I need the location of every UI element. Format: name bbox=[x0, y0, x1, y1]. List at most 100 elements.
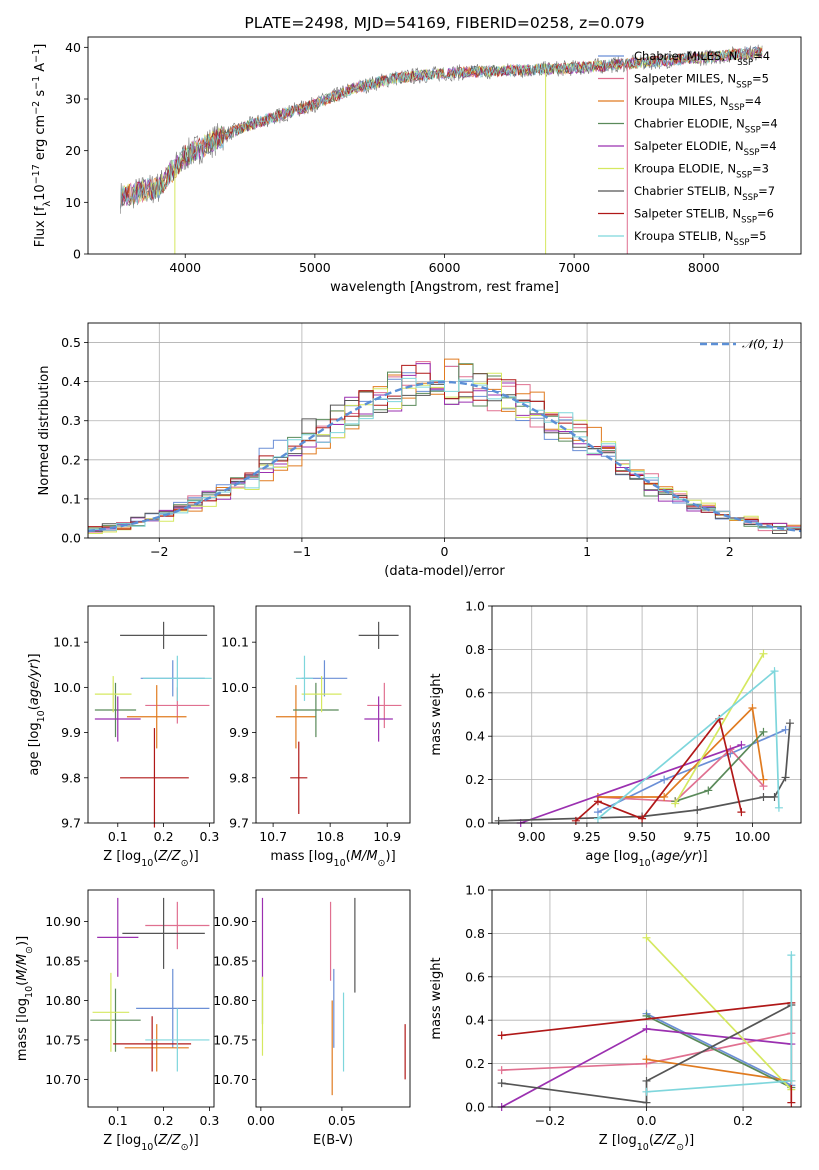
y-tick-label: 20 bbox=[65, 143, 81, 158]
x-tick-label: 0.05 bbox=[328, 1113, 356, 1128]
weight-marker bbox=[494, 816, 503, 825]
residuals-x-axis-label: (data-model)/error bbox=[384, 564, 505, 579]
spectrum-y-axis-label: Flux [fλ10−17 erg cm−2 s−1 A−1] bbox=[31, 44, 53, 248]
y-tick-label: 10.85 bbox=[213, 954, 249, 969]
weight-marker bbox=[642, 933, 651, 942]
y-tick-label: 0.0 bbox=[465, 1100, 485, 1115]
weight-marker bbox=[642, 1076, 651, 1085]
weight-marker bbox=[593, 797, 602, 806]
model-line-salpeter-stelib bbox=[120, 46, 763, 209]
legend-label: Chabrier ELODIE, NSSP=4 bbox=[634, 117, 778, 136]
weight-line-kroupa-elodie bbox=[645, 937, 792, 1091]
weight-line-kroupa-miles bbox=[646, 1058, 792, 1082]
y-tick-label: 0.6 bbox=[465, 685, 485, 700]
legend-label: Chabrier MILES, NSSP=4 bbox=[634, 49, 770, 68]
weight-line-chabrier-stelib bbox=[498, 723, 791, 822]
y-tick-label: 10.80 bbox=[213, 993, 249, 1008]
y-tick-label: 0.4 bbox=[465, 1013, 485, 1028]
mass-weight-vs-z-axes: −0.2 0.0 0.2 0.0 0.2 0.4 0.6 0.8 1.0 bbox=[465, 883, 801, 1128]
y-tick-label: 0.2 bbox=[465, 772, 485, 787]
mass-weight-vs-z-series bbox=[497, 933, 796, 1111]
mass-vs-z-y-axis-label: mass [log10(M/M⊙)] bbox=[15, 936, 35, 1061]
spectrum-axes: 4000 5000 6000 7000 8000 0 10 20 30 40 bbox=[65, 40, 720, 275]
y-tick-label: 10.0 bbox=[221, 680, 249, 695]
age-vs-mass-frame bbox=[255, 605, 411, 824]
x-tick-label: −0.2 bbox=[535, 1113, 565, 1128]
y-tick-label: 10.90 bbox=[45, 914, 81, 929]
age-vs-z-y-axis-label: age [log10(age/yr)] bbox=[27, 653, 47, 775]
y-tick-label: 0 bbox=[73, 247, 81, 262]
y-tick-label: 0.0 bbox=[465, 816, 485, 831]
weight-marker bbox=[787, 1098, 796, 1107]
model-line-chabrier-stelib bbox=[120, 46, 763, 209]
weight-line-kroupa-stelib bbox=[646, 955, 793, 1093]
y-tick-label: 10.90 bbox=[213, 914, 249, 929]
mass-weight-vs-age-series bbox=[494, 649, 794, 827]
weight-marker bbox=[785, 719, 794, 728]
y-tick-label: 10.80 bbox=[45, 993, 81, 1008]
weight-marker bbox=[571, 816, 580, 825]
weight-line-kroupa-elodie bbox=[674, 653, 765, 804]
y-tick-label: 1.0 bbox=[465, 599, 485, 614]
weight-line-kroupa-miles bbox=[597, 706, 765, 798]
age-vs-z-frame bbox=[87, 605, 215, 824]
legend-label: Salpeter STELIB, NSSP=6 bbox=[634, 207, 774, 226]
y-tick-label: 1.0 bbox=[465, 883, 485, 898]
histogram-steps bbox=[88, 358, 801, 537]
model-line-kroupa-stelib bbox=[120, 46, 763, 209]
x-tick-label: 0.1 bbox=[108, 1113, 128, 1128]
mass-vs-z-errorbars bbox=[90, 897, 210, 1072]
histogram-kroupa-stelib bbox=[88, 377, 801, 533]
mass-vs-z-axes: 0.1 0.2 0.3 10.70 10.75 10.80 10.85 10.90 bbox=[45, 914, 219, 1128]
weight-marker bbox=[593, 814, 602, 823]
y-tick-label: 0.8 bbox=[465, 642, 485, 657]
y-tick-label: 0.3 bbox=[61, 413, 81, 428]
weight-marker bbox=[671, 799, 680, 808]
weight-marker bbox=[759, 649, 768, 658]
y-tick-label: 40 bbox=[65, 40, 81, 55]
weight-marker bbox=[787, 951, 796, 960]
x-tick-label: 0.0 bbox=[637, 1113, 657, 1128]
mass-vs-z-x-axis-label: Z [log10(Z/Z⊙)] bbox=[103, 1133, 198, 1153]
y-tick-label: 30 bbox=[65, 92, 81, 107]
weight-marker bbox=[497, 1066, 506, 1075]
weight-marker bbox=[781, 773, 790, 782]
weight-line-chabrier-elodie bbox=[646, 1015, 792, 1089]
spectrum-legend: Chabrier MILES, NSSP=4 Salpeter MILES, NS… bbox=[598, 49, 778, 248]
mass-vs-z-frame bbox=[87, 889, 215, 1108]
x-tick-label: 0.3 bbox=[199, 1113, 219, 1128]
age-vs-z-x-axis-label: Z [log10(Z/Z⊙)] bbox=[103, 849, 198, 869]
age-vs-z-axes: 0.1 0.2 0.3 9.7 9.8 9.9 10.0 10.1 bbox=[53, 635, 219, 844]
y-tick-label: 9.9 bbox=[229, 725, 249, 740]
y-tick-label: 10.1 bbox=[53, 635, 81, 650]
weight-marker bbox=[660, 775, 669, 784]
x-tick-label: −2 bbox=[150, 544, 168, 559]
spectrum-lines bbox=[120, 44, 763, 254]
y-tick-label: 0.4 bbox=[465, 729, 485, 744]
weight-marker bbox=[642, 1024, 651, 1033]
weight-marker bbox=[759, 775, 768, 784]
mass-weight-vs-z-frame bbox=[491, 889, 802, 1108]
x-tick-label: 2 bbox=[726, 544, 734, 559]
y-tick-label: 10.70 bbox=[45, 1072, 81, 1087]
legend-label: Chabrier STELIB, NSSP=7 bbox=[634, 184, 775, 203]
x-tick-label: −1 bbox=[293, 544, 311, 559]
spectrum-frame bbox=[87, 36, 802, 255]
y-tick-label: 10.0 bbox=[53, 680, 81, 695]
mass-vs-ebv-axes: 0.00 0.05 10.70 10.75 10.80 10.85 10.90 bbox=[213, 914, 356, 1128]
y-tick-label: 9.7 bbox=[229, 816, 249, 831]
weight-marker bbox=[638, 814, 647, 823]
residuals-y-axis-label: Normed distribution bbox=[37, 366, 52, 496]
weight-marker bbox=[642, 1087, 651, 1096]
weight-marker bbox=[737, 740, 746, 749]
y-tick-label: 10.75 bbox=[213, 1032, 249, 1047]
spectrum-x-axis-label: wavelength [Angstrom, rest frame] bbox=[330, 280, 559, 295]
x-tick-label: 5000 bbox=[299, 260, 331, 275]
x-tick-label: 10.7 bbox=[259, 829, 287, 844]
age-vs-mass-axes: 10.7 10.8 10.9 9.7 9.8 9.9 10.0 10.1 bbox=[221, 635, 401, 844]
x-tick-label: 9.75 bbox=[683, 829, 711, 844]
mass-weight-vs-age-axes: 9.00 9.25 9.50 9.75 10.00 0.0 0.2 0.4 0.6 0.8 1.0 bbox=[465, 599, 801, 844]
normal-distribution-curve bbox=[88, 380, 801, 533]
weight-line-chabrier-miles bbox=[646, 1012, 792, 1087]
x-tick-label: 7000 bbox=[558, 260, 590, 275]
